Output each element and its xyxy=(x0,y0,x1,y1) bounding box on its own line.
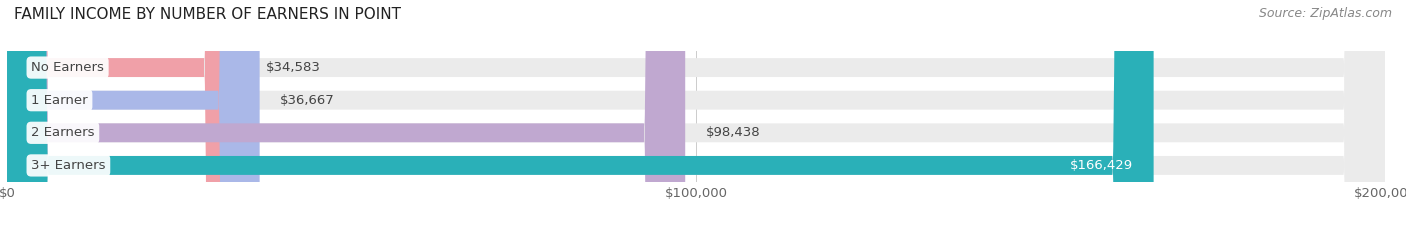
Text: Source: ZipAtlas.com: Source: ZipAtlas.com xyxy=(1258,7,1392,20)
FancyBboxPatch shape xyxy=(7,0,1385,233)
Text: $98,438: $98,438 xyxy=(706,126,761,139)
FancyBboxPatch shape xyxy=(7,0,1385,233)
Text: 1 Earner: 1 Earner xyxy=(31,94,87,107)
Text: $36,667: $36,667 xyxy=(280,94,335,107)
FancyBboxPatch shape xyxy=(7,0,685,233)
Text: FAMILY INCOME BY NUMBER OF EARNERS IN POINT: FAMILY INCOME BY NUMBER OF EARNERS IN PO… xyxy=(14,7,401,22)
FancyBboxPatch shape xyxy=(7,0,245,233)
Text: 3+ Earners: 3+ Earners xyxy=(31,159,105,172)
Text: 2 Earners: 2 Earners xyxy=(31,126,94,139)
Text: $34,583: $34,583 xyxy=(266,61,321,74)
Text: $166,429: $166,429 xyxy=(1070,159,1133,172)
Text: No Earners: No Earners xyxy=(31,61,104,74)
FancyBboxPatch shape xyxy=(7,0,1385,233)
FancyBboxPatch shape xyxy=(7,0,1385,233)
FancyBboxPatch shape xyxy=(7,0,260,233)
FancyBboxPatch shape xyxy=(7,0,1154,233)
